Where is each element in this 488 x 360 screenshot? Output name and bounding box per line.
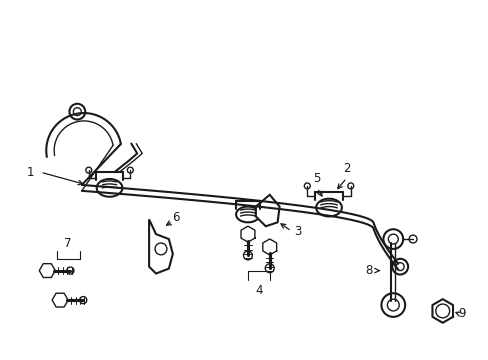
Text: 9: 9 <box>458 307 465 320</box>
Text: 6: 6 <box>172 211 179 224</box>
Circle shape <box>127 167 133 173</box>
Polygon shape <box>241 226 254 242</box>
Circle shape <box>387 234 397 244</box>
Circle shape <box>347 183 353 189</box>
Circle shape <box>264 264 274 273</box>
Polygon shape <box>39 264 55 278</box>
Circle shape <box>408 235 416 243</box>
Text: 7: 7 <box>64 238 72 251</box>
Polygon shape <box>255 195 279 226</box>
Circle shape <box>435 304 449 318</box>
Text: 4: 4 <box>255 284 262 297</box>
Text: 8: 8 <box>364 264 371 277</box>
Circle shape <box>383 229 402 249</box>
Polygon shape <box>149 219 172 274</box>
Text: 2: 2 <box>343 162 350 175</box>
Polygon shape <box>431 299 452 323</box>
Circle shape <box>304 183 309 189</box>
Polygon shape <box>52 293 68 307</box>
Circle shape <box>80 297 87 304</box>
Text: 1: 1 <box>27 166 34 179</box>
Text: 5: 5 <box>313 171 320 185</box>
Text: 3: 3 <box>293 225 301 238</box>
Circle shape <box>69 104 85 120</box>
Circle shape <box>243 251 252 260</box>
Polygon shape <box>262 239 276 255</box>
Circle shape <box>381 293 405 317</box>
Circle shape <box>155 243 166 255</box>
Circle shape <box>73 108 81 116</box>
Circle shape <box>67 267 74 274</box>
Circle shape <box>395 263 404 271</box>
Circle shape <box>386 299 398 311</box>
Circle shape <box>391 259 407 275</box>
Circle shape <box>86 167 92 173</box>
